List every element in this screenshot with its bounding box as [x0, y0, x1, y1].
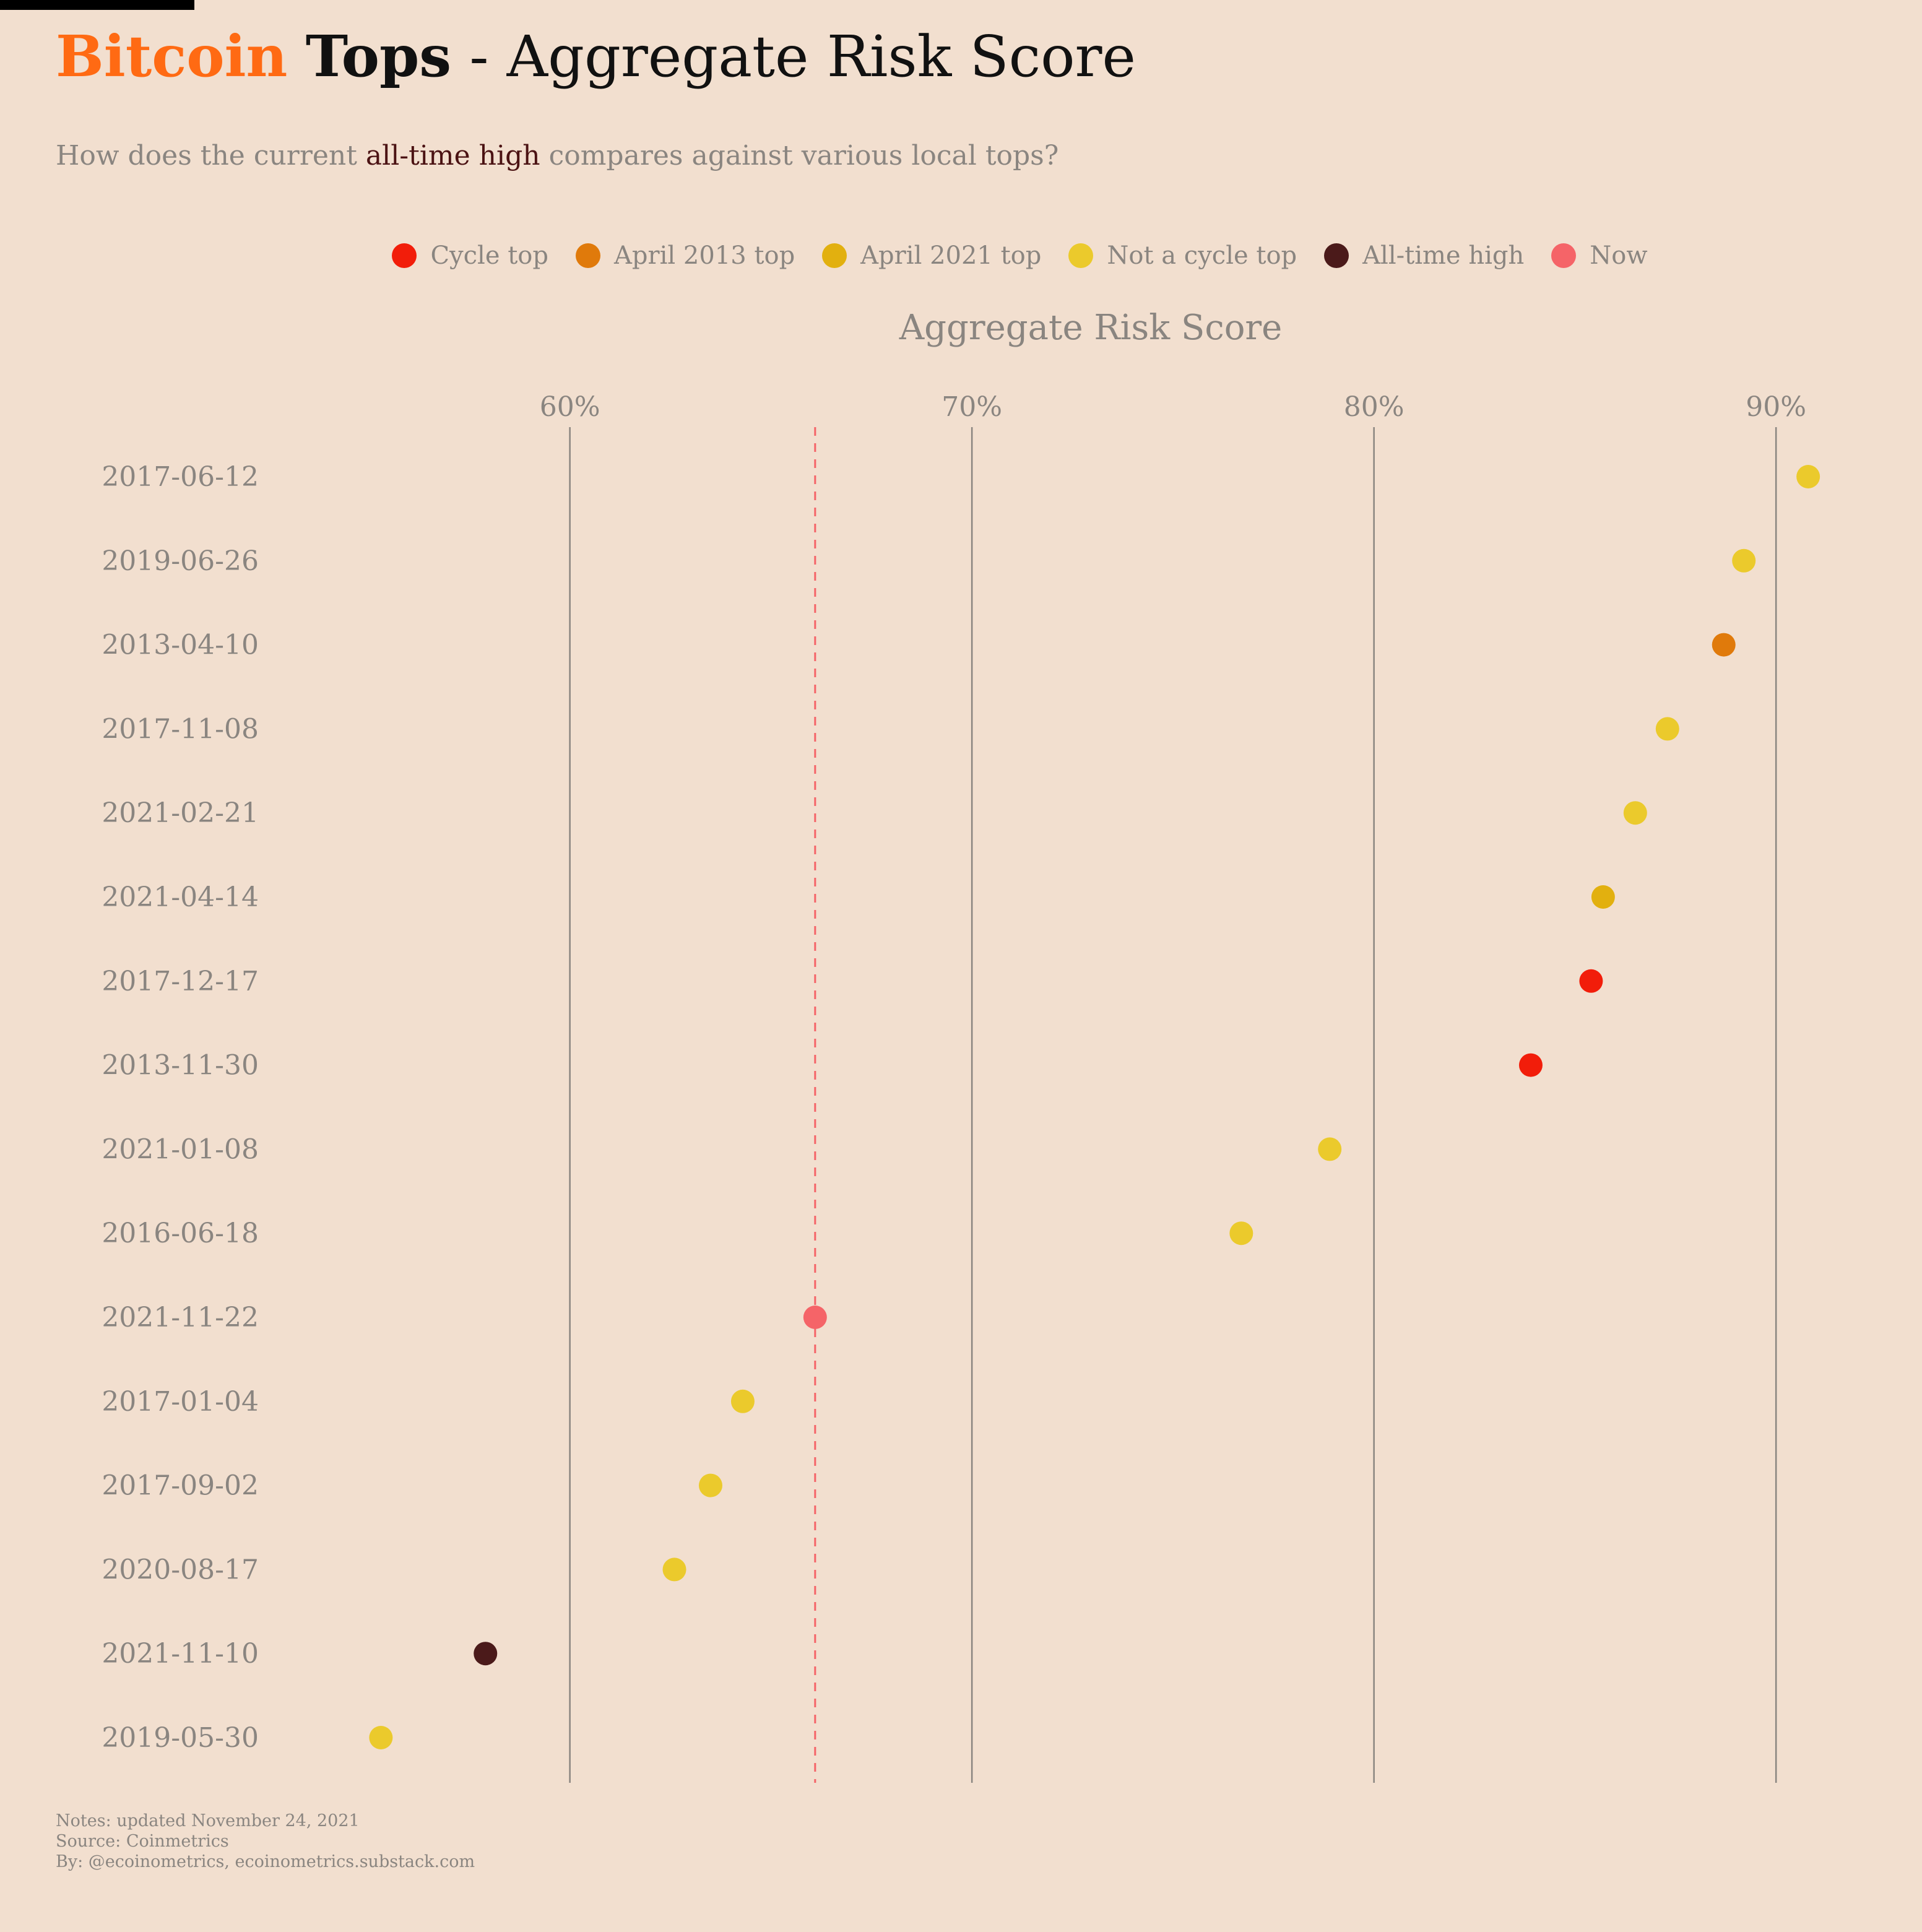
- notes-source: Source: Coinmetrics: [56, 1832, 229, 1851]
- data-point: [1518, 1053, 1543, 1077]
- legend-marker-not-a-cycle-top: [1068, 243, 1094, 268]
- legend-item-now: Now: [1551, 241, 1648, 270]
- chart-title: Bitcoin Tops - Aggregate Risk Score: [56, 22, 1136, 91]
- data-point: [1579, 969, 1603, 993]
- y-tick-label: 2021-01-08: [102, 1133, 259, 1165]
- legend-marker-all-time-high: [1324, 243, 1349, 268]
- x-tick-label: 60%: [540, 391, 600, 423]
- data-point: [662, 1557, 686, 1582]
- data-point: [1229, 1221, 1253, 1245]
- subtitle-after: compares against various local tops?: [540, 140, 1059, 171]
- y-tick-label: 2013-04-10: [102, 630, 259, 661]
- x-tick-label: 70%: [942, 391, 1002, 423]
- data-point: [474, 1642, 498, 1666]
- chart-subtitle: How does the current all-time high compa…: [56, 140, 1058, 171]
- legend-marker-cycle-top: [392, 243, 417, 268]
- chart-notes: Notes: updated November 24, 2021 Source:…: [56, 1811, 475, 1872]
- y-tick-label: 2017-01-04: [102, 1386, 259, 1418]
- legend-label: April 2021 top: [860, 241, 1042, 270]
- legend-item-cycle-top: Cycle top: [392, 241, 548, 270]
- data-point: [1591, 885, 1615, 909]
- legend-marker-april-2013-top: [575, 243, 600, 268]
- y-tick-label: 2020-08-17: [102, 1554, 259, 1585]
- legend-marker-now: [1551, 243, 1577, 268]
- y-tick-label: 2021-11-10: [102, 1638, 259, 1670]
- title-tops: Tops: [305, 23, 452, 90]
- legend-item-april-2021-top: April 2021 top: [822, 241, 1041, 270]
- x-tick-label: 90%: [1746, 391, 1806, 423]
- legend: Cycle top April 2013 top April 2021 top …: [0, 241, 1922, 270]
- y-tick-label: 2013-11-30: [102, 1050, 259, 1081]
- data-point: [698, 1473, 722, 1497]
- data-point: [1732, 548, 1756, 573]
- y-tick-label: 2019-05-30: [102, 1722, 259, 1754]
- legend-label: Cycle top: [430, 241, 548, 270]
- y-tick-label: 2016-06-18: [102, 1218, 259, 1249]
- top-accent-bar: [0, 0, 194, 10]
- legend-label: April 2013 top: [613, 241, 795, 270]
- subtitle-before: How does the current: [56, 140, 366, 171]
- notes-byline: By: @ecoinometrics, ecoinometrics.substa…: [56, 1852, 475, 1871]
- legend-item-april-2013-top: April 2013 top: [575, 241, 795, 270]
- x-axis-title: Aggregate Risk Score: [899, 308, 1283, 348]
- legend-label: All-time high: [1362, 241, 1525, 270]
- y-tick-label: 2017-06-12: [102, 461, 259, 493]
- y-tick-label: 2017-11-08: [102, 713, 259, 745]
- y-tick-label: 2021-11-22: [102, 1302, 259, 1333]
- data-point: [1318, 1137, 1342, 1161]
- y-tick-label: 2017-09-02: [102, 1470, 259, 1502]
- legend-item-not-a-cycle-top: Not a cycle top: [1068, 241, 1297, 270]
- title-rest: - Aggregate Risk Score: [451, 24, 1136, 90]
- data-point: [803, 1306, 827, 1329]
- legend-marker-april-2021-top: [822, 243, 847, 268]
- data-point: [369, 1726, 393, 1749]
- x-tick-label: 80%: [1344, 391, 1405, 423]
- data-point: [1623, 801, 1647, 825]
- data-point: [1655, 717, 1679, 741]
- y-tick-label: 2019-06-26: [102, 545, 259, 577]
- data-point: [1796, 465, 1820, 488]
- notes-updated: Notes: updated November 24, 2021: [56, 1811, 360, 1830]
- y-tick-label: 2017-12-17: [102, 966, 259, 997]
- data-point: [1712, 633, 1736, 657]
- legend-item-all-time-high: All-time high: [1324, 241, 1524, 270]
- legend-label: Now: [1590, 241, 1648, 270]
- title-bitcoin: Bitcoin: [56, 23, 288, 90]
- y-tick-label: 2021-04-14: [102, 882, 259, 913]
- subtitle-highlight: all-time high: [365, 140, 540, 171]
- legend-label: Not a cycle top: [1107, 241, 1297, 270]
- data-point: [730, 1389, 755, 1413]
- y-tick-label: 2021-02-21: [102, 797, 259, 829]
